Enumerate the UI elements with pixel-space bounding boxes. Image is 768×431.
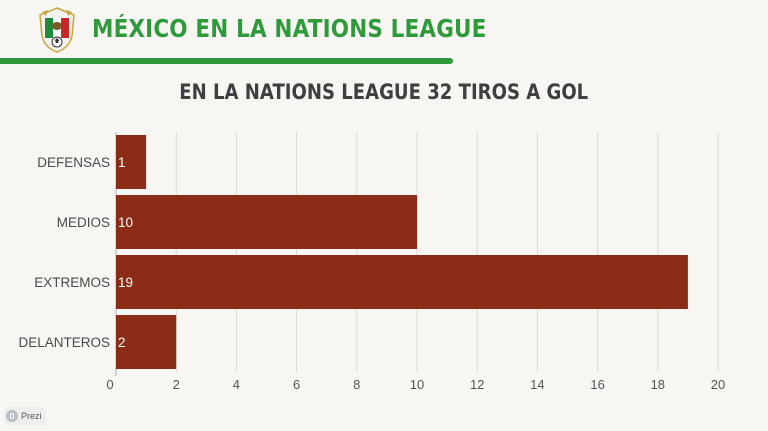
x-tick-label: 14 xyxy=(530,377,544,392)
bar xyxy=(116,135,147,189)
x-tick-label: 4 xyxy=(233,377,240,392)
y-category-label: DELANTEROS xyxy=(18,335,110,350)
x-tick-label: 0 xyxy=(106,377,113,392)
x-tick-label: 8 xyxy=(353,377,360,392)
bar xyxy=(116,255,688,309)
prezi-icon xyxy=(6,410,18,422)
x-tick-label: 6 xyxy=(293,377,300,392)
mexico-federation-crest-icon xyxy=(39,7,75,53)
bar-value-label: 1 xyxy=(118,155,126,170)
x-tick-label: 2 xyxy=(173,377,180,392)
y-category-label: DEFENSAS xyxy=(37,155,110,170)
x-tick-label: 16 xyxy=(590,377,604,392)
y-category-label: EXTREMOS xyxy=(34,275,110,290)
bar xyxy=(116,315,177,369)
chart-title: EN LA NATIONS LEAGUE 32 TIROS A GOL xyxy=(0,80,768,104)
slide-header: MÉXICO EN LA NATIONS LEAGUE xyxy=(0,0,768,70)
bar xyxy=(116,195,417,249)
x-tick-label: 12 xyxy=(470,377,484,392)
prezi-badge[interactable]: Prezi xyxy=(4,407,46,425)
prezi-label: Prezi xyxy=(21,411,42,421)
chart-title-text: EN LA NATIONS LEAGUE 32 TIROS A GOL xyxy=(179,80,589,104)
x-tick-label: 20 xyxy=(711,377,725,392)
bar-value-label: 2 xyxy=(118,335,126,350)
header-divider xyxy=(0,58,453,64)
x-tick-label: 18 xyxy=(651,377,665,392)
bar-value-label: 19 xyxy=(118,275,133,290)
x-tick-label: 10 xyxy=(410,377,424,392)
page-title: MÉXICO EN LA NATIONS LEAGUE xyxy=(92,14,487,43)
bar-value-label: 10 xyxy=(118,215,133,230)
y-category-label: MEDIOS xyxy=(57,215,110,230)
